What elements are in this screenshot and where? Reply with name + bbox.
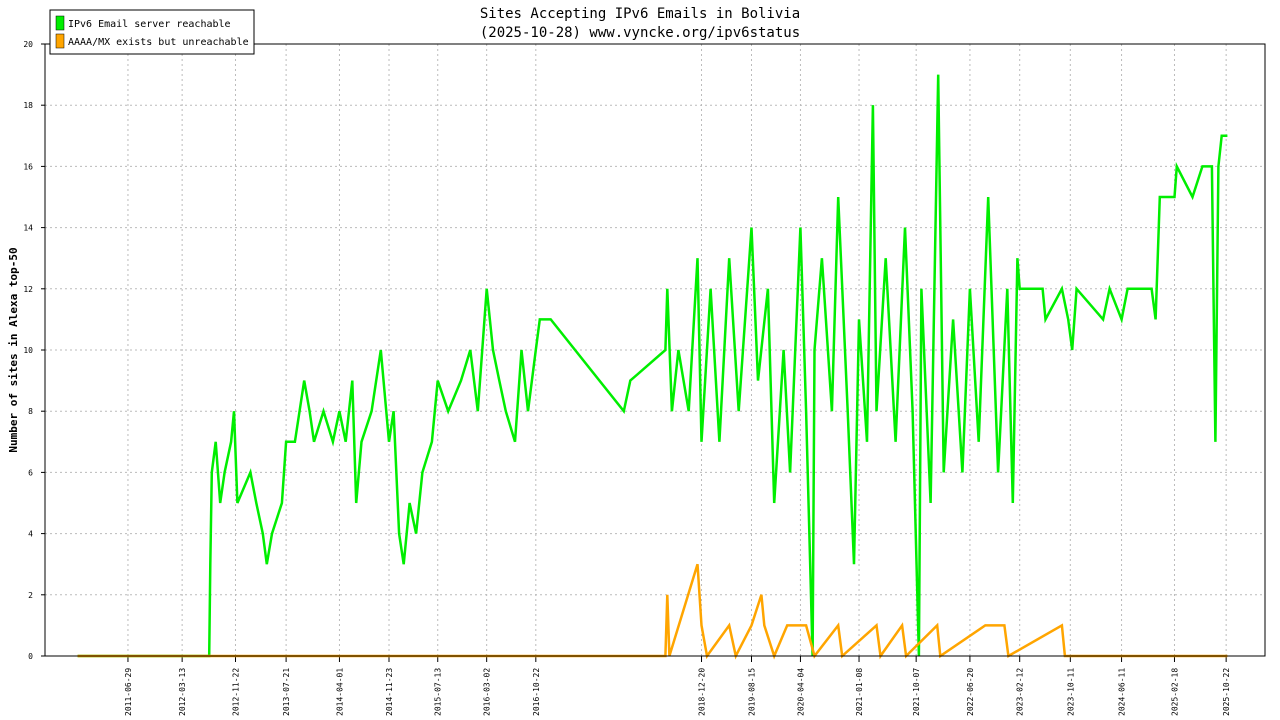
- x-tick-label: 2021-10-07: [912, 668, 921, 716]
- legend-label: AAAA/MX exists but unreachable: [68, 37, 249, 48]
- x-tick-label: 2019-08-15: [748, 668, 757, 716]
- x-tick-label: 2011-06-29: [124, 668, 133, 716]
- y-tick-label: 8: [28, 407, 33, 416]
- x-tick-label: 2023-02-12: [1016, 668, 1025, 716]
- y-tick-label: 18: [23, 101, 33, 110]
- y-tick-label: 20: [23, 40, 33, 49]
- y-axis-label: Number of sites in Alexa top-50: [7, 247, 20, 452]
- series-line: [77, 74, 1228, 658]
- x-tick-label: 2020-04-04: [796, 668, 805, 716]
- chart-subtitle: (2025-10-28) www.vyncke.org/ipv6status: [480, 25, 800, 41]
- legend-label: IPv6 Email server reachable: [68, 19, 231, 30]
- x-tick-label: 2025-02-18: [1170, 668, 1179, 716]
- x-tick-label: 2013-07-21: [282, 668, 291, 716]
- plot-area: [77, 74, 1228, 660]
- y-tick-label: 4: [28, 530, 33, 539]
- y-tick-label: 6: [28, 468, 33, 477]
- x-tick-label: 2016-03-02: [483, 668, 492, 716]
- y-tick-label: 16: [23, 162, 33, 171]
- x-tick-label: 2016-10-22: [532, 668, 541, 716]
- chart-title: Sites Accepting IPv6 Emails in Bolivia: [480, 6, 800, 22]
- x-tick-label: 2018-12-20: [698, 668, 707, 716]
- x-tick-label: 2023-10-11: [1066, 668, 1075, 716]
- x-tick-label: 2015-07-13: [434, 668, 443, 716]
- x-tick-label: 2014-04-01: [335, 668, 344, 716]
- x-tick-label: 2021-01-08: [855, 668, 864, 716]
- series-line: [77, 563, 1228, 660]
- plot-frame: [44, 43, 1266, 657]
- x-tick-label: 2014-11-23: [385, 668, 394, 716]
- x-tick-label: 2022-06-20: [966, 668, 975, 716]
- legend-box: [49, 9, 255, 55]
- x-tick-label: 2012-11-22: [231, 668, 240, 716]
- x-tick-label: 2024-06-11: [1118, 668, 1127, 716]
- y-tick-label: 2: [28, 591, 33, 600]
- legend-swatch: [55, 15, 65, 31]
- y-tick-label: 0: [28, 652, 33, 661]
- x-tick-label: 2025-10-22: [1222, 668, 1231, 716]
- legend-swatch: [55, 33, 65, 49]
- x-tick-label: 2012-03-13: [178, 668, 187, 716]
- legend: IPv6 Email server reachable AAAA/MX exist…: [49, 9, 255, 55]
- y-tick-label: 12: [23, 285, 33, 294]
- y-tick-label: 10: [23, 346, 33, 355]
- y-tick-label: 14: [23, 224, 33, 233]
